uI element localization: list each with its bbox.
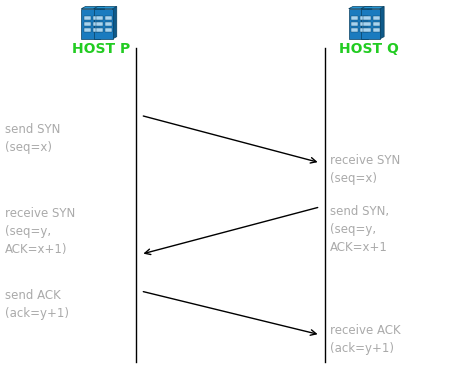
Text: receive SYN
(seq=y,
ACK=x+1): receive SYN (seq=y, ACK=x+1) bbox=[5, 207, 75, 256]
Bar bbox=[94, 9, 112, 39]
Bar bbox=[84, 28, 91, 32]
Bar bbox=[361, 16, 367, 20]
Bar bbox=[96, 28, 103, 32]
Text: send ACK
(ack=y+1): send ACK (ack=y+1) bbox=[5, 289, 69, 320]
Text: receive ACK
(ack=y+1): receive ACK (ack=y+1) bbox=[330, 324, 400, 355]
Text: HOST Q: HOST Q bbox=[339, 42, 399, 56]
Bar bbox=[96, 22, 103, 26]
Bar bbox=[351, 16, 358, 20]
Text: receive SYN
(seq=x): receive SYN (seq=x) bbox=[330, 154, 400, 186]
Bar bbox=[372, 22, 380, 26]
Bar bbox=[363, 22, 371, 26]
Polygon shape bbox=[349, 7, 372, 9]
Bar bbox=[93, 22, 100, 26]
Bar bbox=[81, 9, 100, 39]
Bar bbox=[351, 22, 358, 26]
Bar bbox=[84, 16, 91, 20]
Text: send SYN,
(seq=y,
ACK=x+1: send SYN, (seq=y, ACK=x+1 bbox=[330, 205, 389, 254]
Bar bbox=[105, 22, 112, 26]
Bar bbox=[361, 28, 367, 32]
Bar bbox=[93, 16, 100, 20]
Polygon shape bbox=[81, 7, 105, 9]
Bar bbox=[349, 9, 368, 39]
Polygon shape bbox=[100, 7, 105, 39]
Text: send SYN
(seq=x): send SYN (seq=x) bbox=[5, 123, 60, 154]
Bar bbox=[84, 22, 91, 26]
Bar bbox=[361, 22, 367, 26]
Bar bbox=[351, 28, 358, 32]
Bar bbox=[363, 28, 371, 32]
Bar bbox=[93, 28, 100, 32]
Bar bbox=[105, 28, 112, 32]
Polygon shape bbox=[112, 7, 117, 39]
Bar bbox=[372, 28, 380, 32]
Bar bbox=[372, 16, 380, 20]
Polygon shape bbox=[361, 7, 384, 9]
Bar bbox=[361, 9, 380, 39]
Polygon shape bbox=[368, 7, 372, 39]
Polygon shape bbox=[94, 7, 117, 9]
Text: HOST P: HOST P bbox=[72, 42, 130, 56]
Bar bbox=[363, 16, 371, 20]
Bar bbox=[105, 16, 112, 20]
Polygon shape bbox=[380, 7, 384, 39]
Bar bbox=[96, 16, 103, 20]
